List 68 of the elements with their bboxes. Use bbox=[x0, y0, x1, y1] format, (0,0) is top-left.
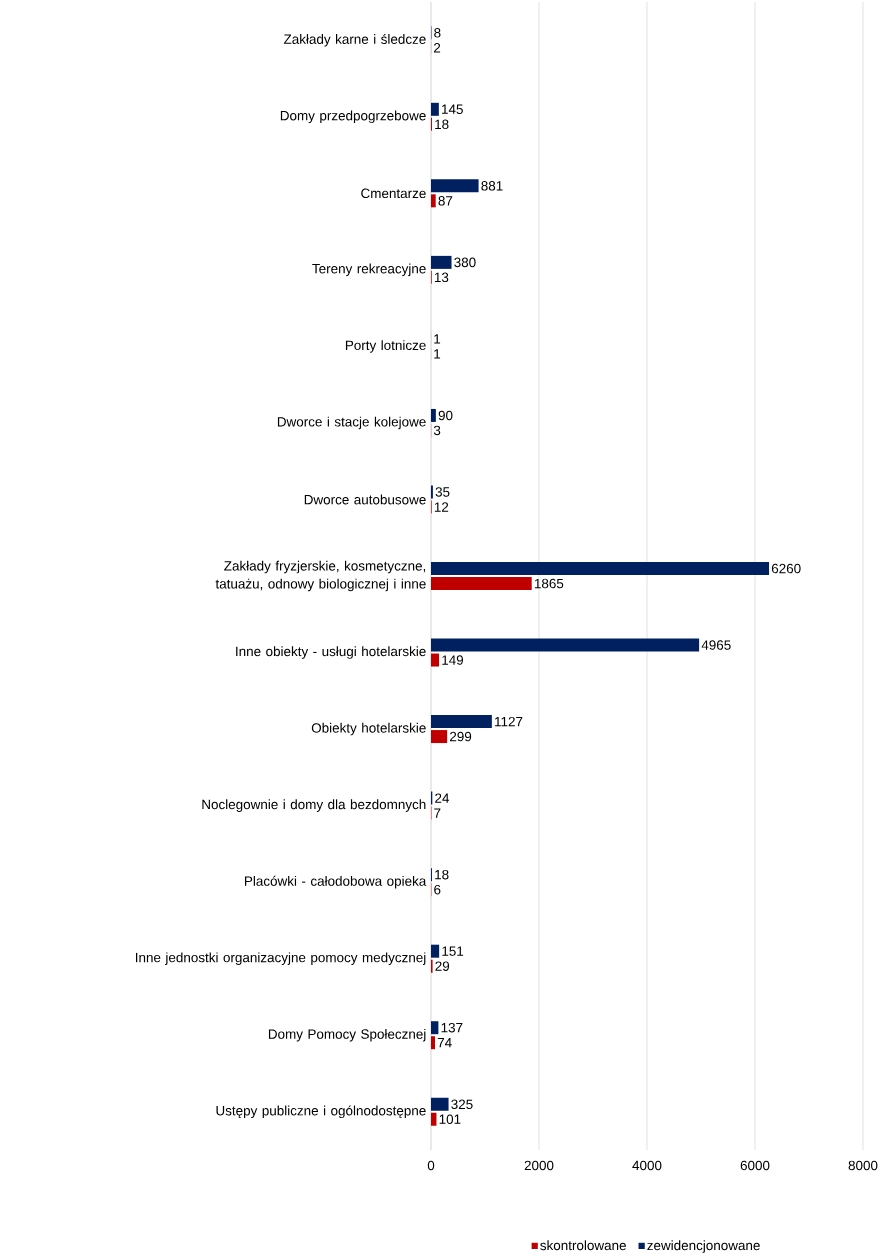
data-label: 1865 bbox=[534, 578, 564, 589]
x-tick-label: 4000 bbox=[632, 1160, 662, 1171]
data-label: 7 bbox=[434, 808, 441, 818]
legend-label: zewidencjonowane bbox=[647, 1240, 760, 1253]
data-label: 18 bbox=[435, 869, 449, 880]
bar bbox=[431, 408, 436, 422]
data-label: 101 bbox=[439, 1114, 461, 1124]
y-tick-label: Domy przedpogrzebowe bbox=[280, 110, 426, 124]
bar bbox=[431, 179, 479, 193]
bar bbox=[431, 577, 532, 590]
bar bbox=[431, 194, 436, 208]
y-tick-label: Zakłady fryzjerskie, kosmetyczne, tatuażu, odnowy biologicznej i inne bbox=[215, 560, 426, 592]
data-label: 6 bbox=[434, 884, 441, 895]
data-label: 90 bbox=[438, 410, 453, 421]
y-tick-label: Ustępy publiczne i ogólnodostępne bbox=[216, 1105, 426, 1119]
y-tick-label: Dworce i stacje kolejowe bbox=[277, 416, 426, 430]
data-label: 29 bbox=[435, 961, 450, 971]
bar bbox=[431, 562, 770, 576]
y-tick-label: Noclegownie i domy dla bezdomnych bbox=[202, 799, 426, 812]
bar bbox=[431, 1021, 439, 1035]
data-label: 151 bbox=[442, 946, 464, 956]
data-label: 13 bbox=[434, 272, 449, 283]
data-label: 149 bbox=[442, 655, 464, 665]
x-tick-label: 2000 bbox=[524, 1160, 554, 1171]
data-label: 380 bbox=[454, 257, 476, 268]
y-tick-label: Tereny rekreacyjne bbox=[312, 263, 426, 277]
data-label: 3 bbox=[433, 425, 441, 436]
data-label: 4965 bbox=[701, 640, 731, 650]
data-label: 881 bbox=[481, 181, 503, 191]
data-label: 325 bbox=[451, 1099, 473, 1110]
data-label: 24 bbox=[435, 793, 450, 803]
bar bbox=[431, 715, 492, 729]
bar bbox=[431, 1112, 437, 1126]
bar bbox=[431, 1097, 449, 1111]
data-label: 299 bbox=[450, 731, 472, 742]
legend-label: skontrolowane bbox=[540, 1240, 626, 1251]
bar bbox=[431, 638, 700, 652]
y-tick-label: Obiekty hotelarskie bbox=[311, 722, 426, 736]
x-tick-label: 8000 bbox=[848, 1160, 878, 1171]
data-label: 18 bbox=[435, 119, 449, 130]
y-tick-label: Placówki - całodobowa opieka bbox=[245, 875, 427, 889]
data-label: 1 bbox=[434, 349, 441, 359]
data-label: 87 bbox=[438, 196, 453, 206]
y-tick-label: Inne obiekty - usługi hotelarskie bbox=[236, 646, 426, 659]
data-label: 1127 bbox=[495, 716, 523, 727]
y-tick-label: Inne jednostki organizacyjne pomocy medycznej bbox=[135, 952, 426, 965]
x-tick-label: 0 bbox=[427, 1160, 435, 1171]
bar bbox=[431, 730, 448, 744]
bar bbox=[431, 944, 440, 958]
bar bbox=[431, 1036, 435, 1050]
bar bbox=[431, 102, 439, 116]
data-label: 74 bbox=[437, 1038, 452, 1048]
data-label: 8 bbox=[434, 28, 441, 38]
data-label: 1 bbox=[434, 334, 441, 344]
data-label: 35 bbox=[435, 487, 450, 497]
data-label: 145 bbox=[442, 104, 463, 114]
y-tick-label: Domy Pomocy Społecznej bbox=[268, 1028, 426, 1042]
bar bbox=[431, 255, 452, 269]
y-tick-label: Zakłady karne i śledcze bbox=[283, 33, 426, 47]
bar bbox=[431, 653, 440, 667]
data-label: 6260 bbox=[771, 563, 801, 574]
y-tick-label: Dworce autobusowe bbox=[304, 494, 426, 505]
x-tick-label: 6000 bbox=[740, 1160, 770, 1171]
y-tick-label: Porty lotnicze bbox=[345, 340, 426, 353]
data-label: 2 bbox=[433, 43, 441, 53]
data-label: 12 bbox=[434, 502, 449, 512]
data-label: 137 bbox=[441, 1022, 463, 1033]
y-tick-label: Cmentarze bbox=[361, 188, 426, 199]
